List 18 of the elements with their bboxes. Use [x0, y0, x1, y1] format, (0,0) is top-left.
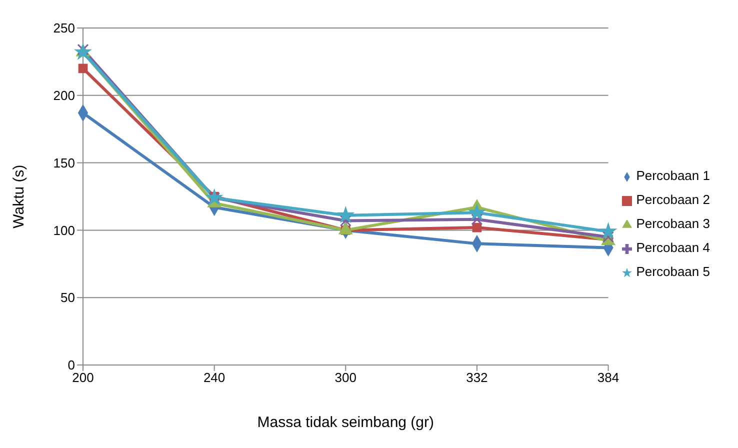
x-tick-label: 200 — [72, 370, 94, 386]
legend-label: Percobaan 3 — [636, 216, 710, 231]
x-axis-title: Massa tidak seimbang (gr) — [257, 414, 434, 431]
x-tick-label: 240 — [203, 370, 226, 386]
x-tick-label: 300 — [334, 370, 356, 386]
legend-label: Percobaan 2 — [636, 192, 710, 207]
y-tick-label: 200 — [53, 88, 75, 104]
y-tick-label: 150 — [53, 155, 75, 170]
y-tick-label: 250 — [53, 20, 75, 36]
legend-label: Percobaan 4 — [636, 240, 710, 255]
y-tick-label: 50 — [60, 290, 75, 306]
x-tick-label: 384 — [597, 370, 620, 386]
legend-label: Percobaan 5 — [636, 264, 710, 279]
y-tick-label: 100 — [53, 222, 75, 238]
y-tick-label: 0 — [68, 358, 75, 373]
legend-label: Percobaan 1 — [636, 168, 710, 183]
y-axis-title: Waktu (s) — [10, 164, 28, 228]
x-tick-label: 332 — [466, 370, 488, 386]
